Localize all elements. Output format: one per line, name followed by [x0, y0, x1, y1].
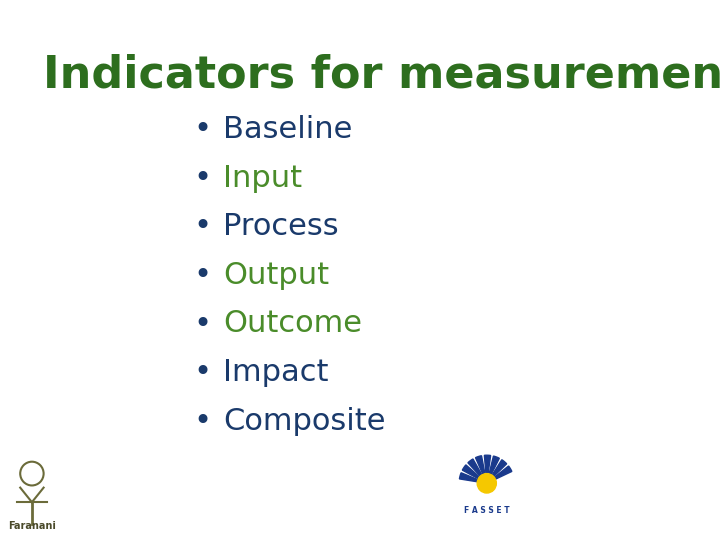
Wedge shape: [459, 473, 487, 483]
Text: Impact: Impact: [223, 358, 329, 387]
Text: Indicators for measurement: Indicators for measurement: [42, 54, 720, 97]
Wedge shape: [487, 460, 507, 483]
Wedge shape: [487, 456, 500, 483]
Text: •: •: [193, 261, 211, 290]
Text: •: •: [193, 309, 211, 339]
Text: Output: Output: [223, 261, 330, 290]
Text: •: •: [193, 164, 211, 193]
Text: •: •: [193, 212, 211, 241]
Text: •: •: [193, 358, 211, 387]
Wedge shape: [462, 465, 487, 483]
Wedge shape: [475, 456, 487, 483]
Text: •: •: [193, 407, 211, 436]
Wedge shape: [485, 455, 490, 483]
Text: Input: Input: [223, 164, 302, 193]
Text: •: •: [193, 115, 211, 144]
Wedge shape: [487, 466, 512, 483]
Text: Faranani: Faranani: [8, 521, 56, 531]
Text: Baseline: Baseline: [223, 115, 353, 144]
Text: F A S S E T: F A S S E T: [464, 505, 510, 515]
Text: Outcome: Outcome: [223, 309, 362, 339]
Circle shape: [477, 474, 496, 493]
Text: Composite: Composite: [223, 407, 386, 436]
Text: Process: Process: [223, 212, 339, 241]
Wedge shape: [468, 459, 487, 483]
